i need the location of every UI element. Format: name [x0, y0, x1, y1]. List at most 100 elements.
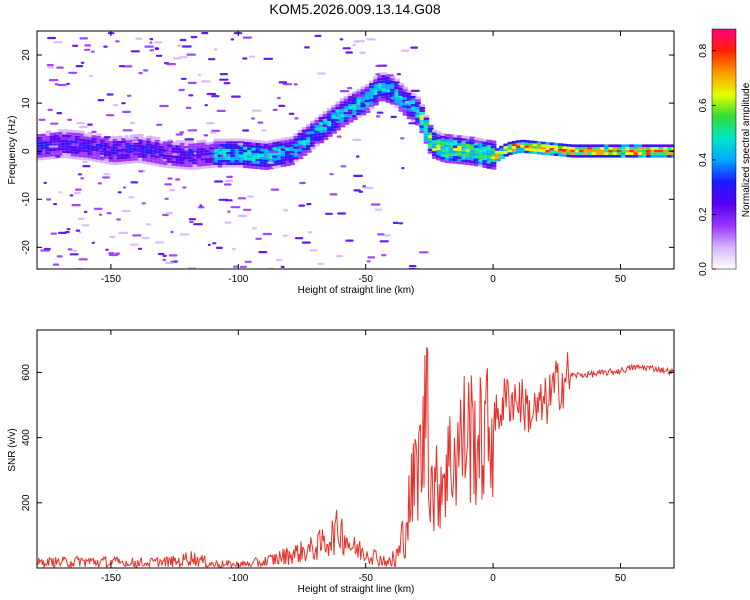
spectrogram-cell	[89, 74, 93, 77]
spectrogram-cell	[410, 46, 419, 49]
spectrogram-cell	[353, 189, 361, 192]
spectrogram-cell	[73, 192, 81, 195]
spectrogram-cell	[122, 129, 133, 132]
spectrogram-x-axis-label: Height of straight line (km)	[298, 285, 415, 296]
snr-x-axis-label: Height of straight line (km)	[298, 584, 415, 595]
spectrogram-cell	[187, 81, 197, 84]
spectrogram-cell	[169, 189, 175, 192]
spectrogram-cell	[318, 140, 325, 144]
y-tick-label: 400	[21, 429, 32, 446]
spectrogram-cell	[78, 231, 82, 234]
spectrogram-cell	[408, 265, 417, 268]
spectrogram-cell	[242, 129, 250, 132]
spectrogram-cells	[37, 32, 674, 269]
spectrogram-cell	[68, 71, 78, 74]
spectrogram-cell	[81, 160, 88, 163]
colorbar-ramp	[712, 29, 736, 269]
spectrogram-cell	[431, 129, 438, 133]
spectrogram-cell	[329, 173, 334, 176]
spectrogram-cell	[72, 44, 79, 47]
spectrogram-cell	[178, 148, 185, 151]
spectrogram-cell	[99, 148, 103, 151]
spectrogram-cell	[314, 143, 321, 147]
spectrogram-cell	[162, 254, 167, 257]
spectrogram-cell	[423, 122, 430, 126]
spectrogram-cell	[427, 124, 434, 128]
spectrogram-cell	[352, 93, 361, 96]
spectrogram-cell	[384, 234, 391, 237]
spectrogram-cell	[339, 124, 346, 128]
x-tick-label: -100	[228, 274, 248, 285]
spectrogram-cell	[106, 93, 114, 96]
spectrogram-cell	[347, 119, 354, 123]
spectrogram-cell	[123, 186, 127, 189]
spectrogram-cell	[103, 173, 111, 176]
spectrogram-cell	[149, 49, 155, 52]
spectrogram-cell	[336, 255, 343, 258]
spectrogram-cell	[364, 110, 371, 113]
spectrogram-cell	[282, 83, 292, 86]
spectrogram-cell	[179, 56, 188, 59]
spectrogram-cell	[78, 125, 88, 129]
spectrogram-cell	[50, 122, 59, 125]
spectrogram-cell	[306, 203, 312, 206]
spectrogram-cell	[72, 249, 78, 252]
spectrogram-cell	[415, 99, 421, 102]
spectrogram-cell	[173, 57, 182, 60]
spectrogram-cell	[141, 202, 146, 205]
snr-x-ticks: -150 -100 -50 0 50	[101, 330, 627, 584]
spectrogram-cell	[280, 265, 285, 268]
spectrogram-cell	[139, 147, 145, 150]
x-tick-label: -150	[101, 274, 121, 285]
spectrogram-cell	[48, 79, 59, 82]
spectrogram-cell	[118, 231, 129, 235]
spectrogram-cell	[293, 83, 298, 86]
spectrogram-cell	[167, 140, 174, 144]
snr-background	[37, 330, 674, 568]
spectrogram-cell	[258, 251, 268, 254]
spectrogram-cell	[199, 204, 203, 207]
spectrogram-cell	[74, 188, 82, 191]
spectrogram-cell	[336, 135, 342, 138]
spectrogram-cell	[164, 197, 169, 200]
spectrogram-cell	[118, 65, 125, 68]
spectrogram-cell	[210, 131, 216, 134]
snr-frame	[36, 329, 675, 569]
spectrogram-cell	[376, 115, 381, 118]
spectrogram-cell	[184, 138, 195, 141]
spectrogram-cell	[288, 112, 295, 115]
spectrogram-cell	[284, 151, 295, 154]
spectrogram-cell	[66, 82, 70, 85]
spectrogram-cell	[390, 115, 397, 118]
spectrogram-cell	[400, 137, 405, 140]
spectrogram-cell	[201, 80, 211, 83]
spectrogram-cell	[126, 94, 132, 97]
spectrogram-cell	[90, 50, 95, 53]
colorbar-tick-label: 0.6	[698, 98, 709, 112]
spectrogram-cell	[307, 231, 313, 234]
spectrogram-cell	[375, 73, 380, 76]
spectrogram-cell	[299, 181, 306, 185]
spectrogram-cell	[423, 114, 430, 118]
spectrogram-cell	[47, 66, 55, 69]
x-tick-label: 50	[615, 573, 627, 584]
spectrogram-cell	[347, 87, 353, 90]
x-tick-label: 0	[490, 573, 496, 584]
x-tick-label: -50	[358, 274, 373, 285]
spectrogram-cell	[374, 208, 383, 211]
spectrogram-cell	[214, 180, 223, 183]
spectrogram-cell	[87, 123, 93, 126]
spectrogram-cell	[117, 151, 127, 155]
spectrogram-cell	[298, 204, 306, 207]
spectrogram-cell	[155, 54, 163, 57]
spectrogram-cell	[379, 240, 389, 243]
spectrogram-cell	[97, 182, 102, 185]
spectrogram-cell	[164, 183, 172, 186]
spectrogram-cell	[353, 174, 363, 177]
spectrogram-cell	[304, 46, 310, 49]
spectrogram-cell	[216, 109, 226, 112]
spectrogram-cell	[335, 128, 342, 131]
spectrogram-cell	[251, 227, 258, 230]
spectrogram-cell	[398, 222, 404, 225]
